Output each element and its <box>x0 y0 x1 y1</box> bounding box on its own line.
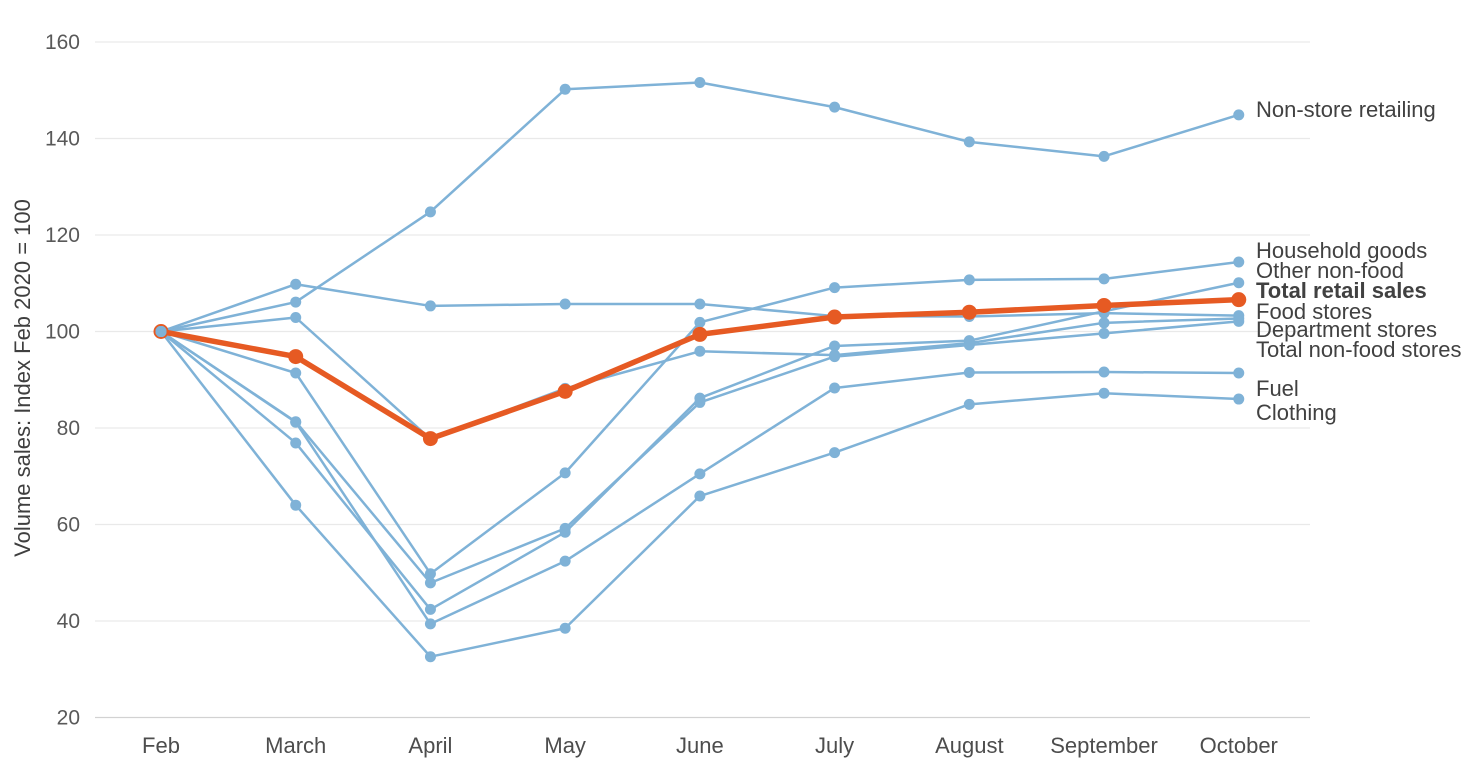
series-label-food-stores: Food stores <box>1256 299 1372 324</box>
data-point-department-stores <box>1098 317 1110 329</box>
data-point-non-store-retailing <box>424 206 436 218</box>
data-point-household-goods <box>1098 273 1110 285</box>
data-point-household-goods <box>1233 256 1245 268</box>
x-axis-label: Feb <box>142 733 180 758</box>
data-point-food-stores <box>424 300 436 312</box>
data-point-clothing <box>1233 393 1245 405</box>
y-tick-label: 80 <box>57 417 80 440</box>
data-point-clothing <box>424 651 436 663</box>
data-point-household-goods <box>424 568 436 580</box>
data-point-clothing <box>290 499 302 511</box>
data-point-other-non-food <box>829 340 841 352</box>
data-point-total-retail-sales <box>422 431 438 447</box>
x-axis-label: August <box>935 733 1004 758</box>
x-axis-label: April <box>408 733 452 758</box>
dots-layer <box>153 77 1247 663</box>
data-point-total-retail-sales <box>1096 297 1112 313</box>
y-tick-label: 20 <box>57 707 80 730</box>
data-point-fuel <box>290 416 302 428</box>
y-tick-label: 120 <box>45 224 80 247</box>
data-point-department-stores <box>694 345 706 357</box>
data-point-household-goods <box>290 367 302 379</box>
data-point-total-non-food-stores <box>694 396 706 408</box>
x-axis-label: July <box>815 733 854 758</box>
x-axis-label: June <box>676 733 724 758</box>
data-point-non-store-retailing <box>559 83 571 95</box>
series-label-department-stores: Department stores <box>1256 317 1437 342</box>
series-line-total-non-food-stores <box>159 320 1241 585</box>
data-point-total-non-food-stores <box>1098 327 1110 339</box>
data-point-fuel <box>424 618 436 630</box>
data-point-total-non-food-stores <box>829 351 841 363</box>
data-point-total-non-food-stores <box>1233 315 1245 327</box>
x-axis-label: March <box>265 733 326 758</box>
data-point-clothing <box>829 447 841 459</box>
data-point-fuel <box>1098 366 1110 378</box>
data-point-other-non-food <box>290 437 302 449</box>
y-tick-label: 40 <box>57 610 80 633</box>
x-axis-label: September <box>1050 733 1158 758</box>
grid-layer <box>95 41 1310 719</box>
data-point-household-goods <box>694 316 706 328</box>
data-point-clothing <box>155 326 167 337</box>
data-point-total-retail-sales <box>1231 292 1247 308</box>
axis-labels-layer: 20 40 60 80 100 120 140 160 Feb March April May June… <box>45 31 1278 758</box>
data-point-department-stores <box>290 312 302 324</box>
data-point-total-retail-sales <box>288 349 304 365</box>
series-label-household-goods: Household goods <box>1256 238 1427 263</box>
y-tick-label: 140 <box>45 128 80 151</box>
data-point-other-non-food <box>1233 277 1245 289</box>
data-point-non-store-retailing <box>829 101 841 113</box>
data-point-non-store-retailing <box>694 77 706 89</box>
data-point-fuel <box>1233 367 1245 379</box>
data-point-household-goods <box>829 282 841 294</box>
series-line-non-store-retailing <box>159 81 1241 333</box>
series-label-total-non-food-stores: Total non-food stores <box>1256 337 1461 362</box>
data-point-clothing <box>694 490 706 502</box>
y-axis-title: Volume sales: Index Feb 2020 = 100 <box>10 199 35 557</box>
series-label-fuel: Fuel <box>1256 376 1299 401</box>
data-point-household-goods <box>559 467 571 479</box>
data-point-non-store-retailing <box>1098 150 1110 162</box>
data-point-total-non-food-stores <box>424 577 436 589</box>
data-point-total-non-food-stores <box>559 522 571 534</box>
data-point-total-retail-sales <box>827 309 843 325</box>
data-point-fuel <box>829 382 841 394</box>
data-point-non-store-retailing <box>290 296 302 308</box>
x-axis-label: May <box>544 733 586 758</box>
y-tick-label: 160 <box>45 31 80 54</box>
data-point-food-stores <box>559 298 571 310</box>
data-point-other-non-food <box>424 603 436 615</box>
data-point-clothing <box>559 622 571 634</box>
data-point-total-non-food-stores <box>963 339 975 351</box>
data-point-clothing <box>1098 387 1110 399</box>
data-point-total-retail-sales <box>557 383 573 399</box>
series-label-other-non-food: Other non-food <box>1256 258 1404 283</box>
y-tick-label: 60 <box>57 514 80 537</box>
series-layer <box>158 81 1242 658</box>
data-point-clothing <box>963 398 975 410</box>
data-point-fuel <box>559 555 571 567</box>
data-point-fuel <box>963 367 975 379</box>
series-label-non-store-retailing: Non-store retailing <box>1256 97 1436 122</box>
data-point-household-goods <box>963 274 975 286</box>
series-label-clothing: Clothing <box>1256 400 1337 425</box>
data-point-fuel <box>694 468 706 480</box>
y-tick-label: 100 <box>45 321 80 344</box>
x-axis-label: October <box>1200 733 1278 758</box>
data-point-total-retail-sales <box>961 304 977 320</box>
series-label-total-retail-sales: Total retail sales <box>1256 278 1427 303</box>
data-point-non-store-retailing <box>963 136 975 148</box>
data-point-food-stores <box>290 278 302 290</box>
data-point-food-stores <box>694 298 706 310</box>
data-point-total-retail-sales <box>692 326 708 342</box>
data-point-non-store-retailing <box>1233 109 1245 121</box>
series-labels-layer: Non-store retailing Household goodsOther … <box>1256 97 1461 425</box>
